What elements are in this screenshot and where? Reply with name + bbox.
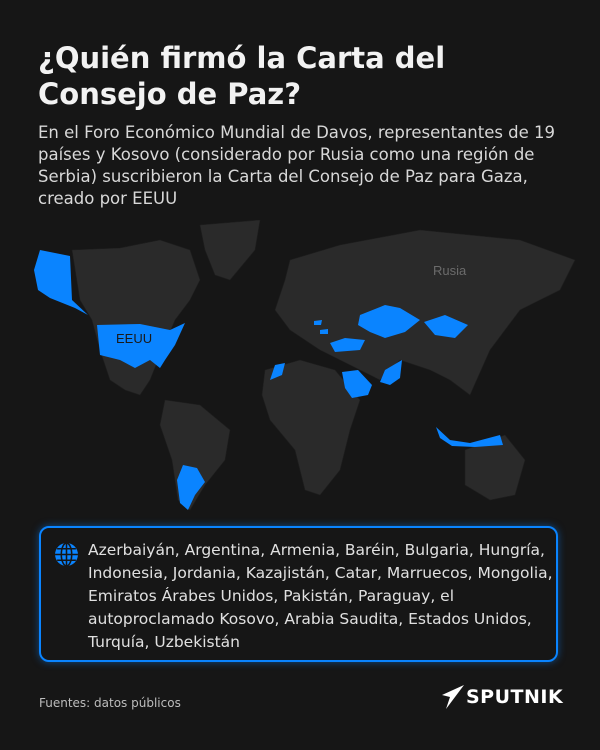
country-indonesia: [436, 427, 503, 447]
country-morocco: [270, 363, 285, 380]
country-hungary: [314, 320, 322, 325]
countries-list-box: Azerbaiyán, Argentina, Armenia, Baréin, …: [39, 526, 558, 662]
land-australia: [464, 434, 526, 501]
map-label-russia: Rusia: [433, 263, 467, 278]
world-map: EEUU Rusia: [34, 220, 576, 511]
land-north-america: [71, 239, 201, 396]
country-usa: [97, 323, 185, 368]
page-title: ¿Quién firmó la Carta del Consejo de Paz…: [38, 41, 446, 111]
map-label-usa: EEUU: [116, 331, 152, 346]
subtitle: En el Foro Económico Mundial de Davos, r…: [38, 123, 556, 208]
country-pakistan: [380, 360, 402, 385]
logo-text: SPUTNIK: [466, 686, 564, 708]
country-alaska: [34, 250, 88, 315]
sputnik-logo-icon: [442, 685, 464, 709]
countries-list: Azerbaiyán, Argentina, Armenia, Baréin, …: [88, 541, 553, 651]
land-africa: [261, 359, 361, 496]
country-mongolia: [424, 315, 468, 338]
country-turkey: [330, 338, 365, 352]
country-bulgaria: [320, 329, 328, 334]
land-greenland: [199, 220, 261, 281]
country-saudi-arabia: [342, 370, 372, 398]
sputnik-logo: SPUTNIK: [442, 685, 563, 709]
country-argentina: [177, 465, 205, 510]
source-note: Fuentes: datos públicos: [39, 696, 181, 710]
land-eurasia: [274, 229, 576, 396]
globe-icon: [55, 542, 78, 567]
country-kazakhstan: [358, 305, 420, 338]
